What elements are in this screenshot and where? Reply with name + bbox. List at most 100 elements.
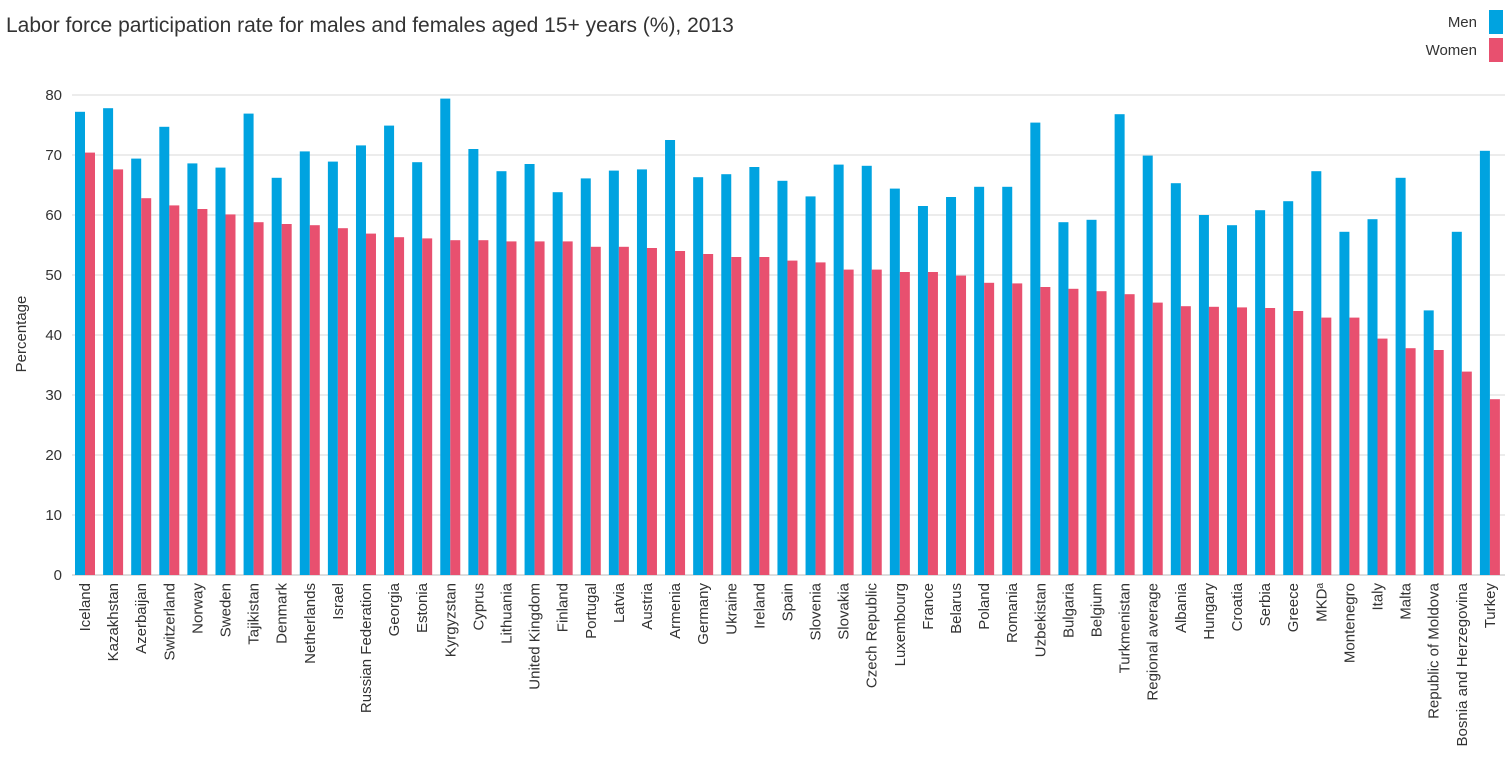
x-tick-label: Kazakhstan: [105, 583, 122, 661]
bar-women-0: [85, 152, 95, 575]
bar-men-19: [608, 170, 619, 575]
x-tick-label: Armenia: [667, 582, 684, 639]
y-tick-label: 50: [45, 267, 62, 284]
bar-men-28: [861, 165, 872, 576]
x-tick-label: MKDᵃ: [1313, 583, 1330, 622]
bar-men-1: [103, 108, 114, 575]
bar-women-44: [1321, 317, 1332, 575]
bars: [75, 98, 1500, 576]
bar-men-25: [777, 180, 788, 576]
bar-women-34: [1040, 287, 1051, 575]
legend-label-men: Men: [1448, 14, 1477, 31]
x-tick-label: Cyprus: [470, 583, 487, 631]
bar-women-14: [478, 240, 489, 575]
legend-swatch-men: [1489, 10, 1503, 34]
bar-women-33: [1012, 283, 1023, 575]
bar-women-47: [1405, 348, 1416, 575]
x-tick-label: Portugal: [583, 583, 600, 639]
bar-men-22: [693, 177, 704, 575]
x-tick-label: United Kingdom: [527, 583, 544, 690]
x-tick-label: Spain: [779, 583, 796, 621]
bar-men-13: [440, 98, 451, 575]
bar-women-50: [1489, 399, 1500, 575]
bar-women-49: [1461, 371, 1472, 575]
bar-women-5: [225, 214, 236, 575]
x-tick-label: Finland: [555, 583, 572, 632]
bar-men-37: [1114, 114, 1125, 575]
bar-men-33: [1002, 186, 1013, 576]
x-tick-label: Bosnia and Herzegovina: [1454, 582, 1471, 746]
x-axis-labels: Iceland Kazakhstan Azerbaijan Switzerland No…: [77, 582, 1499, 746]
bar-men-35: [1058, 222, 1069, 575]
x-tick-label: Azerbaijan: [133, 583, 150, 654]
x-tick-label: Malta: [1398, 582, 1415, 619]
x-tick-label: Slovakia: [836, 582, 853, 639]
bar-men-18: [580, 178, 591, 575]
bar-men-48: [1423, 310, 1434, 575]
x-tick-label: Turkey: [1482, 583, 1499, 629]
x-tick-label: Kyrgyzstan: [442, 583, 459, 657]
bar-women-1: [113, 169, 124, 575]
legend-swatch-women: [1489, 38, 1503, 62]
x-tick-label: Belgium: [1089, 583, 1106, 637]
x-tick-label: Romania: [1004, 582, 1021, 643]
bar-women-17: [562, 241, 573, 575]
x-tick-label: Estonia: [414, 582, 431, 633]
y-axis-label: Percentage: [13, 296, 30, 373]
x-tick-label: Israel: [330, 583, 347, 620]
x-tick-label: Czech Republic: [864, 583, 881, 689]
x-tick-label: Turkmenistan: [1117, 583, 1134, 673]
bar-men-23: [721, 174, 732, 575]
bar-women-45: [1349, 317, 1360, 575]
bar-women-12: [422, 238, 433, 575]
bar-men-9: [327, 161, 338, 575]
bar-women-16: [534, 241, 545, 575]
bar-women-37: [1124, 294, 1135, 575]
x-tick-label: Lithuania: [498, 582, 515, 644]
x-tick-label: Montenegro: [1341, 583, 1358, 663]
bar-men-34: [1030, 122, 1041, 575]
bar-men-2: [131, 158, 142, 575]
legend: Men Women: [1426, 10, 1503, 62]
x-tick-label: Poland: [976, 583, 993, 630]
bar-men-36: [1086, 219, 1097, 576]
bar-women-11: [394, 237, 405, 575]
bar-men-24: [749, 167, 760, 575]
bar-men-21: [665, 140, 676, 575]
bar-men-43: [1283, 201, 1294, 575]
bar-women-30: [927, 272, 938, 575]
x-tick-label: Italy: [1370, 583, 1387, 611]
bar-women-13: [450, 240, 461, 575]
x-tick-label: Netherlands: [302, 583, 319, 664]
bar-men-29: [889, 188, 900, 575]
y-tick-label: 30: [45, 387, 62, 404]
bar-men-50: [1479, 150, 1490, 576]
bar-men-6: [243, 113, 254, 575]
x-tick-label: Greece: [1285, 583, 1302, 632]
x-tick-label: Uzbekistan: [1032, 583, 1049, 657]
y-tick-label: 0: [54, 567, 62, 584]
x-tick-label: Albania: [1173, 582, 1190, 633]
bar-women-43: [1293, 311, 1304, 575]
x-tick-label: Bulgaria: [1060, 582, 1077, 638]
bar-women-18: [590, 246, 601, 576]
bar-men-14: [468, 149, 479, 575]
bar-women-15: [506, 241, 517, 575]
legend-label-women: Women: [1426, 42, 1477, 59]
bar-men-11: [384, 125, 395, 575]
x-tick-label: Iceland: [77, 583, 94, 631]
bar-women-21: [675, 251, 686, 575]
x-tick-label: Russian Federation: [358, 583, 375, 713]
bar-men-3: [159, 126, 170, 576]
bar-women-10: [365, 233, 376, 575]
bar-women-36: [1096, 291, 1107, 575]
bar-men-42: [1255, 210, 1266, 575]
y-tick-label: 60: [45, 207, 62, 224]
x-tick-label: France: [920, 583, 937, 630]
bar-men-26: [805, 196, 816, 575]
bar-women-32: [984, 282, 995, 575]
bar-women-3: [169, 205, 180, 575]
bar-women-31: [956, 275, 967, 575]
bar-women-20: [646, 248, 657, 575]
bar-women-28: [871, 269, 882, 575]
